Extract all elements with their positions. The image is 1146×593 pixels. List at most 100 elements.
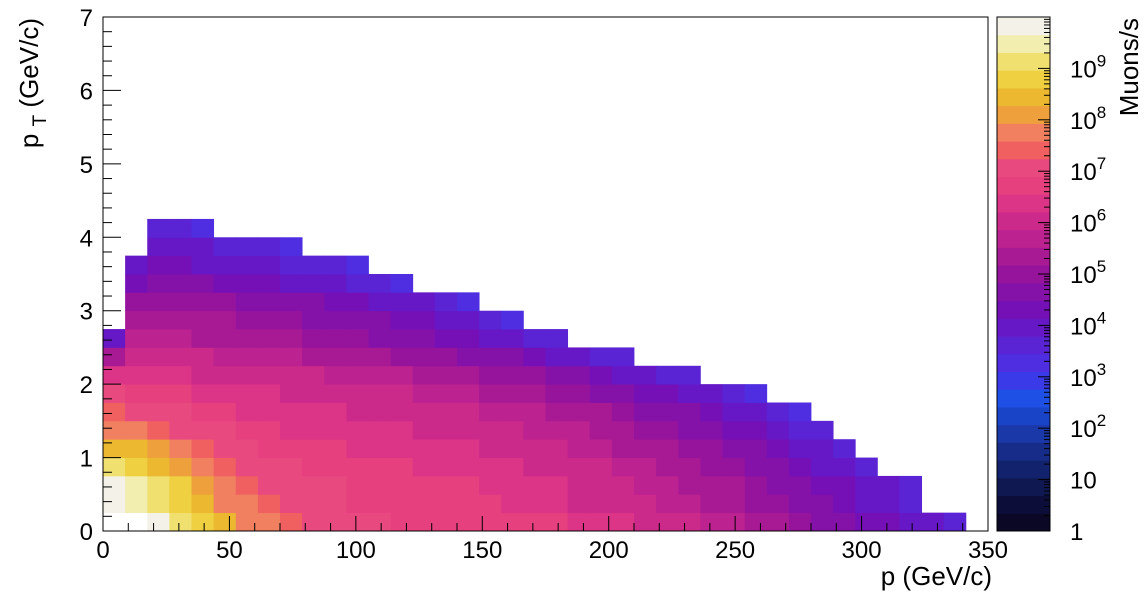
heatmap-cell [523,457,546,477]
heatmap-cell [368,512,392,532]
heatmap-cell [611,402,635,422]
color-bar-band [997,300,1050,319]
z-tick-label-base: 10 [1070,313,1097,340]
z-tick-label: 103 [1070,360,1106,392]
heatmap-cell [257,292,281,312]
heatmap-cell [589,420,613,440]
heatmap-cell [368,274,392,293]
heatmap-cell [368,439,392,458]
heatmap-cell [656,365,679,385]
heatmap-cell [103,475,126,495]
y-tick-label: 7 [80,5,93,32]
heatmap-cell [280,237,303,257]
heatmap-cell [811,420,834,440]
color-bar-band [997,513,1050,532]
heatmap-cell [501,365,524,385]
heatmap-cell [656,439,679,458]
z-tick-label-exponent: 9 [1097,51,1106,70]
heatmap-cell [479,365,502,385]
heatmap-cell [390,494,414,514]
z-tick-label-base: 10 [1070,159,1097,186]
heatmap-cell [457,512,480,532]
heatmap-cell [169,439,192,458]
heatmap-cell [235,439,259,458]
heatmap-cell [567,457,591,477]
heatmap-cell [412,512,436,532]
heatmap-cell [656,475,679,495]
z-tick-label-base: 1 [1070,519,1083,546]
heatmap-cell [169,384,192,403]
heatmap-cell [412,292,436,312]
z-tick-label: 108 [1070,103,1106,135]
heatmap-cell [501,512,524,532]
heatmap-cell [611,457,635,477]
heatmap-cell [235,402,259,422]
heatmap-cell [634,475,657,495]
heatmap-cell [722,457,746,477]
heatmap-cell [324,494,347,514]
x-axis-title: p (GeV/c) [881,561,992,591]
heatmap-cell [855,494,878,514]
heatmap-cell [147,274,170,293]
heatmap-cell [656,402,679,422]
color-bar-band [997,265,1050,284]
heatmap-cell [235,292,259,312]
heatmap-cell [302,274,325,293]
heatmap-cell [434,420,458,440]
heatmap-cell [368,457,392,477]
heatmap-cell [434,402,458,422]
heatmap-cell [390,329,414,348]
color-bar-band [997,211,1050,231]
heatmap-cell [833,512,856,532]
heatmap-cell [457,420,480,440]
heatmap-cell [125,292,148,312]
heatmap-cell [833,439,856,458]
heatmap-cell [678,402,701,422]
heatmap-cell [125,384,148,403]
heatmap-cell [324,255,347,275]
heatmap-cell [412,347,436,367]
heatmap-cell [169,237,192,257]
heatmap-cell [678,420,701,440]
heatmap-cell [324,365,347,385]
color-bar-title: Muons/s [1114,18,1144,116]
heatmap-cell [567,420,591,440]
heatmap-cell [125,365,148,385]
heatmap-cell [545,475,569,495]
heatmap-cell [634,402,657,422]
heatmap-cell [257,274,281,293]
heatmap-cell [855,512,878,532]
heatmap-cell [700,402,723,422]
heatmap-cell [811,512,834,532]
heatmap-cell [811,475,834,495]
heatmap-cell [412,475,436,495]
heatmap-cell [722,494,746,514]
heatmap-cell [589,439,613,458]
heatmap-cell [280,347,303,367]
heatmap-cell [235,384,259,403]
heatmap-cell [147,310,170,330]
heatmap-cell [235,274,259,293]
heatmap-cell [634,457,657,477]
heatmap-cell [257,347,281,367]
heatmap-cell [833,457,856,477]
heatmap-cell [368,347,392,367]
heatmap-cell [302,457,325,477]
heatmap-cell [457,365,480,385]
heatmap-cell [788,475,812,495]
heatmap-cell [523,329,546,348]
heatmap-cell [280,365,303,385]
heatmap-cell [457,475,480,495]
heatmap-cell [611,347,635,367]
heatmap-cell [280,384,303,403]
heatmap-cell [213,494,237,514]
heatmap-cell [412,420,436,440]
z-tick-label-exponent: 2 [1097,411,1106,430]
y-tick-label: 0 [80,519,93,546]
heatmap-cell [567,475,591,495]
color-bar-band [997,424,1050,443]
heatmap-cell [855,457,878,477]
heatmap-cell [434,439,458,458]
